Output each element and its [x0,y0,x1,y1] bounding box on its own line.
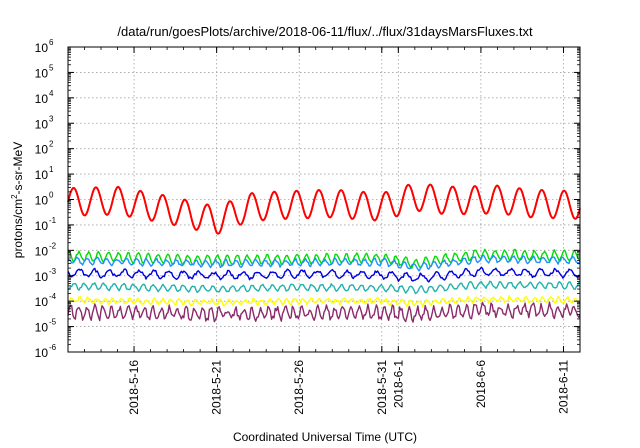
y-tick-exponent: 2 [49,140,54,149]
plot-frame [67,46,581,353]
y-tick-label: 10 [35,143,49,157]
y-tick-exponent: 4 [49,89,54,98]
chart-title: /data/run/goesPlots/archive/2018-06-11/f… [117,24,533,39]
y-tick-label: 10 [35,41,49,55]
y-tick-exponent: -6 [49,343,57,352]
y-tick-exponent: -4 [49,292,57,301]
x-tick-label: 2018-5-16 [127,360,141,415]
x-tick-label: 2018-6-6 [474,360,488,408]
x-tick-label: 2018-5-31 [375,360,389,415]
y-tick-label: 10 [35,244,49,258]
y-tick-label: 10 [35,117,49,131]
y-tick-exponent: 1 [49,165,54,174]
x-tick-label: 2018-6-11 [556,360,570,414]
series-line-4 [67,266,580,283]
y-tick-label: 10 [35,92,49,106]
x-tick-label: 2018-6-1 [391,360,405,408]
y-tick-label: 10 [35,346,49,360]
y-tick-label: 10 [35,295,49,309]
x-tick-label: 2018-5-26 [292,360,306,415]
y-axis-label-rest: -s-sr-MeV [11,142,25,195]
y-tick-label: 10 [35,168,49,182]
y-tick-exponent: -1 [49,216,57,225]
x-axis-label: Coordinated Universal Time (UTC) [233,430,417,444]
axis-ticks: 10 -610 -510 -410 -310 -210 -110 010 110 210 310 41… [35,38,581,415]
y-tick-label: 10 [35,219,49,233]
series-line-1 [67,183,581,235]
series-lines [67,183,581,323]
y-tick-exponent: 3 [49,114,54,123]
y-tick-label: 10 [35,270,49,284]
y-tick-exponent: 6 [49,38,54,47]
y-axis-label-main: protons/cm [11,199,25,258]
series-line-2 [67,248,581,269]
y-axis-label: protons/cm2-s-sr-MeV [10,142,25,258]
y-tick-exponent: 0 [49,191,54,200]
y-tick-label: 10 [35,194,49,208]
y-tick-exponent: -2 [49,241,57,250]
x-tick-label: 2018-5-21 [210,360,224,415]
y-tick-label: 10 [35,66,49,80]
series-line-3 [67,254,581,272]
y-tick-exponent: -3 [49,267,57,276]
y-tick-exponent: -5 [49,318,57,327]
series-line-7 [67,301,581,323]
series-line-6 [67,295,581,308]
y-tick-exponent: 5 [49,63,54,72]
y-axis-label-sup: 2 [10,194,19,199]
series-line-5 [67,280,581,295]
y-tick-label: 10 [35,321,49,335]
